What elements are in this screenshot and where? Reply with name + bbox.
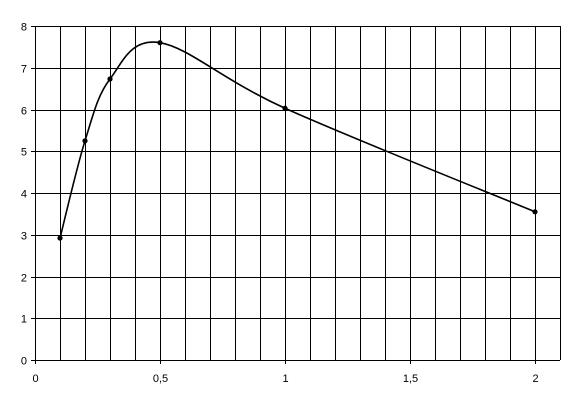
data-point [107, 76, 113, 82]
tick-labels: 0 1 2 3 4 5 6 7 8 0 0,5 1 1,5 2 [21, 22, 539, 386]
y-tick-label: 6 [21, 106, 27, 118]
data-point [532, 209, 538, 215]
y-tick-label: 5 [21, 147, 27, 159]
data-point [157, 40, 163, 46]
series [57, 40, 538, 241]
x-tick-label: 1 [282, 373, 288, 385]
y-tick-label: 2 [21, 273, 27, 285]
y-tick-label: 0 [21, 356, 27, 368]
y-tick-label: 1 [21, 314, 27, 326]
y-tick-label: 8 [21, 22, 27, 34]
data-point [82, 138, 88, 144]
series-line [59, 41, 536, 239]
data-point [282, 105, 288, 111]
y-tick-label: 3 [21, 231, 27, 243]
y-tick-label: 4 [21, 189, 27, 201]
data-point [57, 235, 63, 241]
y-tick-label: 7 [21, 64, 27, 76]
grid [35, 26, 561, 360]
x-tick-label: 0 [32, 373, 38, 385]
x-tick-label: 1,5 [403, 373, 418, 385]
x-tick-label: 2 [532, 373, 538, 385]
axes [31, 26, 560, 364]
x-tick-label: 0,5 [153, 373, 168, 385]
